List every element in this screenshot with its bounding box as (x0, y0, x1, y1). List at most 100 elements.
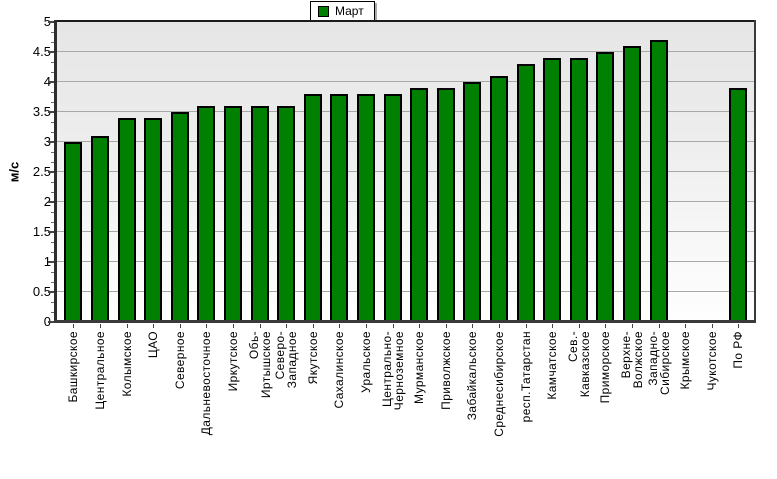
bar-17 (516, 64, 535, 322)
y-tick-minor (51, 212, 54, 213)
x-tick (419, 324, 421, 328)
x-tick (685, 324, 687, 328)
x-category-label-16: Среднесибирское (491, 331, 506, 437)
x-category-label-10: Сахалинское (332, 331, 347, 409)
y-tick-minor (51, 252, 54, 253)
gridline (57, 141, 754, 142)
gridline (57, 201, 754, 202)
y-tick-minor (51, 282, 54, 283)
x-category-label-1: Центральное (92, 331, 107, 410)
y-tick-minor (51, 152, 54, 153)
x-tick (339, 324, 341, 328)
y-tick-minor (51, 192, 54, 193)
y-tick-minor (51, 62, 54, 63)
y-tick-major (48, 21, 54, 23)
gridline (57, 261, 754, 262)
x-category-label-12: Центрально- Черноземное (379, 331, 406, 411)
y-tick-minor (51, 272, 54, 273)
bar-18 (543, 58, 562, 322)
y-tick-label: 4.5 (32, 44, 51, 59)
x-tick (578, 324, 580, 328)
y-tick-minor (51, 162, 54, 163)
gridline (57, 111, 754, 112)
gridline (57, 171, 754, 172)
gridline (57, 51, 754, 52)
x-category-label-19: Сев.- Кавказское (565, 331, 592, 398)
y-tick-minor (51, 242, 54, 243)
x-tick (445, 324, 447, 328)
bar-15 (463, 82, 482, 322)
y-tick-minor (51, 102, 54, 103)
y-tick-label: 1 (11, 255, 51, 269)
x-tick (605, 324, 607, 328)
y-tick-major (48, 261, 54, 263)
y-tick-minor (51, 122, 54, 123)
x-axis-line (54, 320, 756, 323)
x-category-label-23: Крымское (678, 331, 693, 390)
gridline (57, 81, 754, 82)
x-category-label-13: Мурманское (412, 331, 427, 404)
x-category-label-11: Уральское (358, 331, 373, 394)
y-tick-major (48, 111, 54, 113)
x-category-label-5: Дальневосточное (199, 331, 214, 436)
y-tick-major (48, 321, 54, 323)
x-category-label-21: Верхне- Волжское (618, 331, 645, 389)
x-tick (153, 324, 155, 328)
bar-4 (170, 112, 189, 322)
y-tick-label: 3.5 (32, 104, 51, 119)
x-tick (658, 324, 660, 328)
x-category-label-0: Башкирское (66, 331, 81, 403)
bar-22 (649, 40, 668, 322)
x-tick (392, 324, 394, 328)
y-tick-major (48, 141, 54, 143)
y-tick-label: 3 (11, 135, 51, 149)
x-tick (365, 324, 367, 328)
plot-border-top (54, 20, 756, 22)
gridline (57, 231, 754, 232)
bar-5 (197, 106, 216, 322)
y-tick-major (48, 231, 54, 233)
gridline (57, 291, 754, 292)
x-category-label-9: Якутское (305, 331, 320, 385)
x-category-label-24: Чукотское (704, 331, 719, 391)
bar-8 (277, 106, 296, 322)
y-tick-minor (51, 132, 54, 133)
y-tick-label: 2.5 (32, 164, 51, 179)
bar-0 (64, 142, 83, 322)
x-tick (552, 324, 554, 328)
y-tick-major (48, 171, 54, 173)
x-tick (286, 324, 288, 328)
bar-1 (90, 136, 109, 322)
bar-12 (383, 94, 402, 322)
bar-16 (489, 76, 508, 322)
plot-area (57, 22, 754, 322)
x-tick (232, 324, 234, 328)
y-tick-label: 0.5 (32, 284, 51, 299)
bar-2 (117, 118, 136, 322)
chart-legend: Март (310, 1, 375, 21)
y-tick-label: 2 (11, 195, 51, 209)
plot-border-right (754, 20, 756, 323)
y-axis-line (54, 20, 57, 323)
bar-6 (223, 106, 242, 322)
x-category-label-20: Приморское (598, 331, 613, 404)
bar-21 (622, 46, 641, 322)
x-tick (738, 324, 740, 328)
x-category-label-2: Колымское (119, 331, 134, 397)
y-tick-major (48, 51, 54, 53)
bar-14 (436, 88, 455, 322)
bar-10 (330, 94, 349, 322)
y-tick-label: 4 (11, 75, 51, 89)
x-tick (525, 324, 527, 328)
y-tick-label: 0 (11, 315, 51, 329)
x-tick (498, 324, 500, 328)
bar-19 (569, 58, 588, 322)
x-tick (259, 324, 261, 328)
x-category-label-3: ЦАО (146, 331, 161, 359)
x-category-label-14: Приволжское (438, 331, 453, 410)
x-category-label-22: Западно- Сибирское (645, 331, 672, 395)
x-category-label-15: Забайкальское (465, 331, 480, 421)
x-tick (631, 324, 633, 328)
bar-11 (356, 94, 375, 322)
y-tick-label: 1.5 (32, 224, 51, 239)
